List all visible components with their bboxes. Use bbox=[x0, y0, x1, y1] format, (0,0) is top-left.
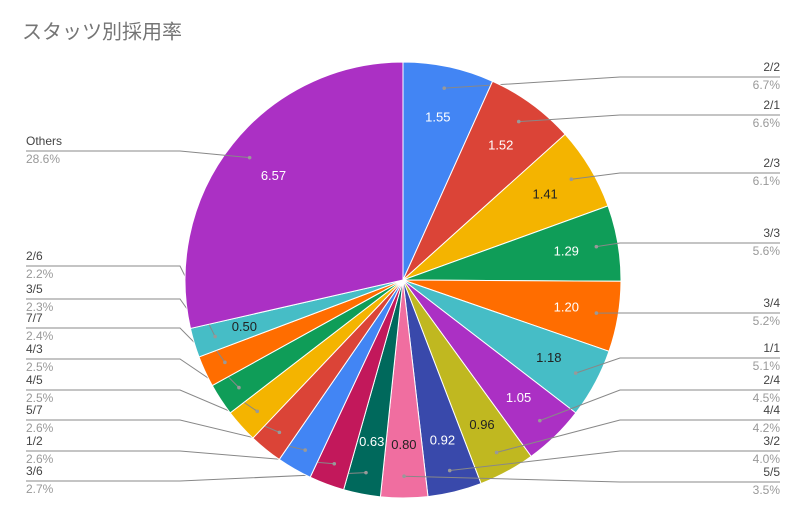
legend-label: 4/4 bbox=[763, 403, 780, 417]
legend-percent: 6.7% bbox=[753, 78, 781, 92]
slice-value-label: 1.05 bbox=[506, 390, 531, 405]
leader-dot bbox=[213, 334, 217, 339]
legend-percent: 2.5% bbox=[26, 360, 54, 374]
leader-dot bbox=[569, 177, 574, 182]
leader-dot bbox=[303, 448, 308, 452]
legend-percent: 2.3% bbox=[26, 300, 54, 314]
leader-line bbox=[26, 150, 250, 159]
legend-percent: 2.4% bbox=[26, 329, 54, 343]
legend-label: 3/4 bbox=[763, 296, 780, 310]
legend-label: 3/2 bbox=[763, 434, 780, 448]
legend-label: 1/2 bbox=[26, 434, 43, 448]
leader-dot bbox=[442, 86, 447, 90]
legend-percent: 6.1% bbox=[753, 174, 781, 188]
slice-value-label: 1.18 bbox=[536, 350, 561, 365]
leader-dot bbox=[332, 461, 337, 466]
pie-slice bbox=[184, 61, 404, 330]
slice-value-label: 1.55 bbox=[425, 109, 450, 124]
leader-dot bbox=[237, 385, 241, 390]
leader-line bbox=[596, 242, 780, 248]
legend-label: 4/5 bbox=[26, 373, 43, 387]
legend-percent: 5.6% bbox=[753, 244, 781, 258]
leader-dot bbox=[247, 155, 252, 160]
legend-label: 2/3 bbox=[763, 156, 780, 170]
leader-line bbox=[575, 357, 780, 374]
legend-percent: 2.2% bbox=[26, 267, 54, 281]
legend-percent: 2.6% bbox=[26, 452, 54, 466]
leader-line bbox=[539, 389, 780, 422]
legend-label: 2/1 bbox=[763, 98, 780, 112]
legend-label: 3/6 bbox=[26, 464, 43, 478]
leader-line bbox=[444, 76, 780, 89]
chart-title: スタッツ別採用率 bbox=[22, 20, 182, 43]
legend-label: 2/6 bbox=[26, 249, 43, 263]
legend-label: 3/5 bbox=[26, 282, 43, 296]
legend-percent: 28.6% bbox=[26, 152, 60, 166]
leader-dot bbox=[538, 418, 542, 423]
leader-dot bbox=[277, 430, 282, 435]
slice-value-label: 0.96 bbox=[469, 417, 494, 432]
legend-percent: 2.5% bbox=[26, 391, 54, 405]
slice-value-label: 0.50 bbox=[232, 319, 257, 334]
leader-dot bbox=[594, 244, 599, 249]
slice-value-label: 0.80 bbox=[391, 437, 416, 452]
legend-label: Others bbox=[26, 134, 62, 148]
legend-label: 7/7 bbox=[26, 311, 43, 325]
leader-dot bbox=[516, 119, 521, 124]
slice-value-label: 1.20 bbox=[554, 299, 579, 314]
leader-line bbox=[404, 475, 780, 483]
leader-dot bbox=[402, 474, 406, 478]
leader-dot bbox=[494, 450, 499, 455]
legend-percent: 4.0% bbox=[753, 452, 781, 466]
legend-label: 2/2 bbox=[763, 60, 780, 74]
legend-percent: 5.1% bbox=[753, 359, 781, 373]
slice-value-label: 1.29 bbox=[554, 243, 579, 258]
legend-label: 5/7 bbox=[26, 403, 43, 417]
legend-percent: 3.5% bbox=[753, 483, 781, 497]
slice-value-label: 0.92 bbox=[430, 432, 455, 447]
legend-percent: 5.2% bbox=[753, 314, 781, 328]
leader-dot bbox=[255, 409, 260, 414]
leader-dot bbox=[594, 311, 599, 315]
leader-line bbox=[496, 419, 780, 453]
leader-line bbox=[571, 172, 780, 180]
legend-label: 2/4 bbox=[763, 373, 780, 387]
legend-percent: 2.6% bbox=[26, 421, 54, 435]
legend-label: 3/3 bbox=[763, 226, 780, 240]
legend-percent: 2.7% bbox=[26, 482, 54, 496]
leader-line bbox=[26, 472, 366, 482]
leader-dot bbox=[573, 371, 578, 375]
legend-percent: 4.5% bbox=[753, 391, 781, 405]
slice-value-label: 1.41 bbox=[532, 186, 557, 201]
leader-dot bbox=[447, 468, 452, 473]
legend-label: 4/3 bbox=[26, 342, 43, 356]
slice-value-label: 1.52 bbox=[488, 138, 513, 153]
legend-label: 1/1 bbox=[763, 341, 780, 355]
leader-dot bbox=[364, 470, 368, 475]
legend-percent: 6.6% bbox=[753, 116, 781, 130]
slice-value-label: 0.63 bbox=[359, 434, 384, 449]
slice-value-label: 6.57 bbox=[261, 168, 286, 183]
leader-dot bbox=[223, 360, 227, 365]
leader-line bbox=[449, 450, 780, 472]
leader-line bbox=[518, 114, 780, 123]
legend-percent: 4.2% bbox=[753, 421, 781, 435]
legend-label: 5/5 bbox=[763, 465, 780, 479]
